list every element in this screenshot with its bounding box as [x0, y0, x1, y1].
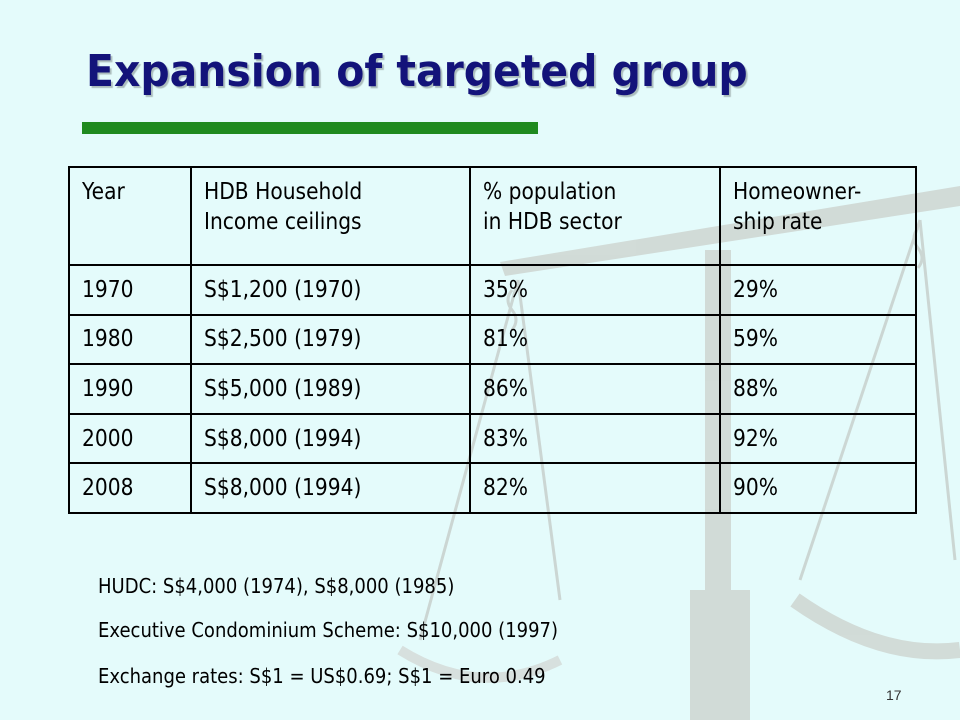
cell-year: 2008 [68, 462, 192, 514]
table-row: 1980 S$2,500 (1979) 81% 59% [68, 313, 917, 366]
header-year: Year [68, 166, 192, 266]
table-row: 1990 S$5,000 (1989) 86% 88% [68, 363, 917, 415]
table-row: 2000 S$8,000 (1994) 83% 92% [68, 412, 917, 465]
cell-year: 1980 [68, 313, 192, 366]
page-number: 17 [886, 687, 902, 703]
cell-population-share: 82% [469, 462, 721, 514]
header-income-ceilings: HDB Household Income ceilings [190, 166, 471, 266]
note-executive-condominium: Executive Condominium Scheme: S$10,000 (… [98, 618, 559, 642]
table-header-row: Year HDB Household Income ceilings % pop… [68, 166, 917, 266]
cell-income-ceiling: S$1,200 (1970) [190, 264, 471, 316]
income-ceiling-table: Year HDB Household Income ceilings % pop… [68, 166, 917, 514]
cell-homeownership-rate: 92% [719, 412, 917, 465]
title-underline [82, 122, 538, 134]
cell-population-share: 35% [469, 264, 721, 316]
cell-year: 2000 [68, 412, 192, 465]
cell-income-ceiling: S$5,000 (1989) [190, 363, 471, 415]
header-homeownership-rate: Homeowner- ship rate [719, 166, 917, 266]
cell-income-ceiling: S$2,500 (1979) [190, 313, 471, 366]
header-population-share: % population in HDB sector [469, 166, 721, 266]
note-hudc: HUDC: S$4,000 (1974), S$8,000 (1985) [98, 574, 455, 598]
cell-population-share: 83% [469, 412, 721, 465]
cell-homeownership-rate: 88% [719, 363, 917, 415]
cell-population-share: 81% [469, 313, 721, 366]
cell-year: 1990 [68, 363, 192, 415]
cell-homeownership-rate: 59% [719, 313, 917, 366]
slide-title: Expansion of targeted group [86, 46, 748, 97]
cell-income-ceiling: S$8,000 (1994) [190, 412, 471, 465]
cell-income-ceiling: S$8,000 (1994) [190, 462, 471, 514]
table-row: 1970 S$1,200 (1970) 35% 29% [68, 264, 917, 316]
cell-population-share: 86% [469, 363, 721, 415]
note-exchange-rates: Exchange rates: S$1 = US$0.69; S$1 = Eur… [98, 664, 546, 688]
cell-homeownership-rate: 90% [719, 462, 917, 514]
cell-year: 1970 [68, 264, 192, 316]
cell-homeownership-rate: 29% [719, 264, 917, 316]
table-row: 2008 S$8,000 (1994) 82% 90% [68, 462, 917, 514]
